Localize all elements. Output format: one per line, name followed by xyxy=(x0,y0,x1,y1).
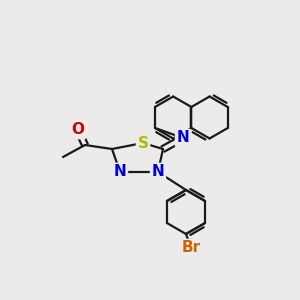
Text: S: S xyxy=(137,136,148,151)
Text: N: N xyxy=(152,164,164,179)
Text: O: O xyxy=(71,122,85,137)
Text: N: N xyxy=(177,130,189,146)
Text: Br: Br xyxy=(182,241,201,256)
Text: N: N xyxy=(114,164,126,179)
